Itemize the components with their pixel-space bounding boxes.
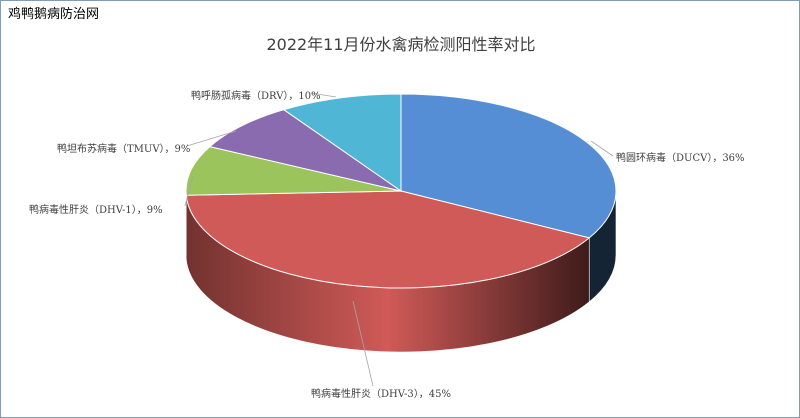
leader-line-1 (352, 300, 374, 387)
slice-label-0: 鸭圆环病毒（DUCV），36% (616, 153, 745, 164)
slice-label-4: 鸭呼肠孤病毒（DRV），10% (191, 91, 321, 102)
leader-line-4 (310, 92, 337, 98)
leader-line-3 (186, 130, 237, 147)
slice-label-2: 鸭病毒性肝炎（DHV-1），9% (29, 205, 163, 216)
slice-0[interactable] (400, 93, 617, 239)
leader-line-0 (590, 140, 614, 157)
slice-label-1: 鸭病毒性肝炎（DHV-3），45% (311, 389, 452, 400)
slice-1[interactable] (185, 190, 591, 289)
slice-label-3: 鸭坦布苏病毒（TMUV），9% (57, 144, 191, 155)
slice-3[interactable] (208, 109, 402, 192)
slice-4[interactable] (282, 93, 402, 192)
slice-2[interactable] (185, 146, 402, 196)
chart-title: 2022年11月份水禽病检测阳性率对比 (266, 35, 536, 54)
site-name: 鸡鸭鹅病防治网 (8, 7, 100, 22)
leader-line-2 (184, 175, 194, 207)
